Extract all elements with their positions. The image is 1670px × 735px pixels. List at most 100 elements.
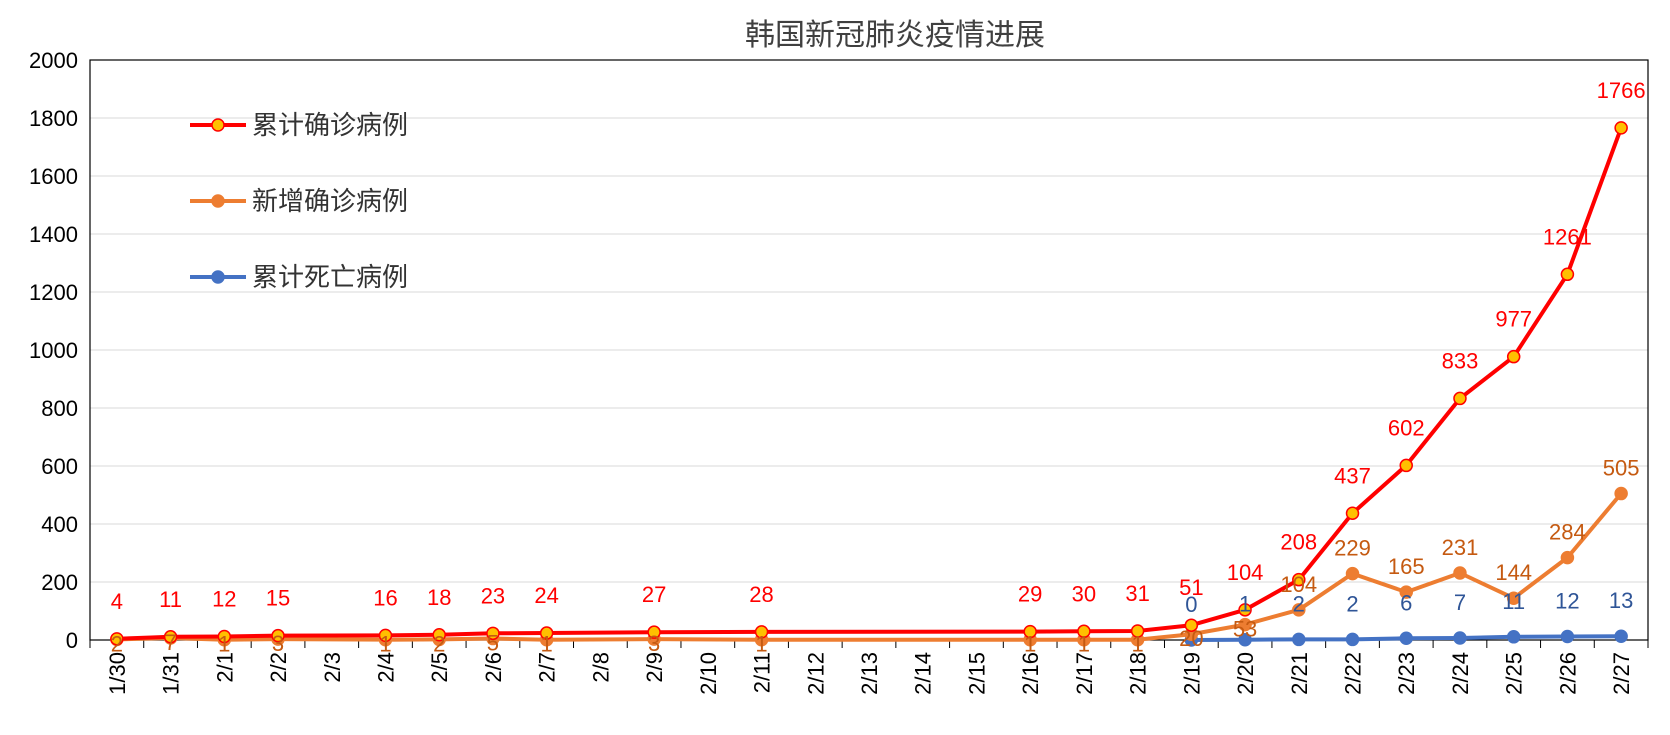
x-tick-label: 2/16 bbox=[1018, 652, 1043, 695]
data-label: 2 bbox=[433, 631, 445, 656]
data-label: 23 bbox=[481, 583, 505, 608]
data-point bbox=[1130, 624, 1145, 638]
data-label: 5 bbox=[487, 631, 499, 656]
data-label: 4 bbox=[111, 589, 123, 614]
legend-swatch-marker bbox=[211, 270, 225, 284]
y-tick-label: 400 bbox=[41, 512, 78, 537]
data-label: 3 bbox=[272, 631, 284, 656]
data-label: 977 bbox=[1495, 307, 1532, 332]
data-label: 231 bbox=[1442, 535, 1479, 560]
x-tick-label: 2/2 bbox=[266, 652, 291, 683]
x-tick-label: 2/10 bbox=[696, 652, 721, 695]
x-tick-label: 2/17 bbox=[1072, 652, 1097, 695]
x-tick-label: 1/30 bbox=[105, 652, 130, 695]
data-label: 13 bbox=[1609, 588, 1633, 613]
x-tick-label: 2/19 bbox=[1179, 652, 1204, 695]
data-label: 1 bbox=[1239, 592, 1251, 617]
data-label: 505 bbox=[1603, 456, 1640, 481]
data-label: 208 bbox=[1280, 530, 1317, 555]
data-label: 12 bbox=[212, 587, 236, 612]
data-point bbox=[539, 626, 554, 640]
data-point bbox=[1238, 603, 1252, 617]
x-tick-label: 2/1 bbox=[212, 652, 237, 683]
data-label: 1 bbox=[1131, 632, 1143, 657]
series-line-0 bbox=[116, 127, 1623, 641]
data-label: 18 bbox=[427, 585, 451, 610]
data-label: 437 bbox=[1334, 463, 1371, 488]
data-point bbox=[1292, 632, 1306, 647]
y-tick-label: 600 bbox=[41, 454, 78, 479]
data-label: 1 bbox=[755, 632, 767, 657]
data-point bbox=[1345, 506, 1360, 521]
data-label: 2 bbox=[1293, 591, 1305, 616]
data-point bbox=[1292, 572, 1306, 587]
data-label: 12 bbox=[1555, 589, 1579, 614]
x-tick-label: 2/5 bbox=[427, 652, 452, 683]
data-point bbox=[1506, 349, 1521, 364]
data-point bbox=[1399, 458, 1413, 473]
x-tick-label: 2/25 bbox=[1502, 652, 1527, 695]
data-point bbox=[432, 628, 446, 642]
data-point bbox=[271, 628, 285, 643]
data-point bbox=[217, 629, 232, 644]
data-point bbox=[486, 626, 500, 641]
x-tick-label: 1/31 bbox=[159, 652, 184, 695]
data-point bbox=[1238, 617, 1252, 632]
data-label: 29 bbox=[1018, 582, 1042, 607]
y-tick-label: 1200 bbox=[29, 280, 78, 305]
data-label: 165 bbox=[1388, 554, 1425, 579]
data-label: 27 bbox=[642, 582, 666, 607]
data-label: 2 bbox=[111, 631, 123, 656]
data-label: 104 bbox=[1227, 560, 1264, 585]
series-lines bbox=[110, 121, 1628, 647]
data-point bbox=[1453, 566, 1467, 580]
x-tick-label: 2/18 bbox=[1126, 652, 1151, 695]
data-point bbox=[1506, 630, 1521, 644]
data-point bbox=[1560, 550, 1575, 565]
data-label: 0 bbox=[1185, 592, 1197, 617]
data-label: 24 bbox=[534, 583, 558, 608]
x-tick-label: 2/24 bbox=[1448, 652, 1473, 695]
x-tick-label: 2/22 bbox=[1341, 652, 1366, 695]
data-label: 53 bbox=[1233, 617, 1257, 642]
data-point bbox=[754, 625, 769, 639]
data-labels: 4 11 12 15 16 18 23 24 27 28 29 30 31 511042084376028… bbox=[111, 78, 1646, 657]
x-tick-label: 2/9 bbox=[642, 652, 667, 683]
data-point bbox=[1560, 267, 1575, 282]
x-tick-label: 2/12 bbox=[803, 652, 828, 695]
x-tick-label: 2/26 bbox=[1555, 652, 1580, 695]
data-label: 104 bbox=[1280, 572, 1317, 597]
data-label: 1 bbox=[1078, 632, 1090, 657]
data-label: 11 bbox=[1502, 589, 1525, 614]
data-point bbox=[1345, 566, 1360, 581]
data-point bbox=[1506, 591, 1521, 605]
x-tick-label: 2/23 bbox=[1394, 652, 1419, 695]
data-point bbox=[1453, 391, 1467, 406]
y-tick-label: 1600 bbox=[29, 164, 78, 189]
legend-entry: 累计确诊病例 bbox=[252, 111, 408, 141]
data-point bbox=[1399, 585, 1413, 599]
x-tick-label: 2/11 bbox=[750, 652, 775, 693]
data-point bbox=[1614, 629, 1628, 643]
data-label: 1766 bbox=[1597, 78, 1646, 103]
x-tick-label: 2/15 bbox=[964, 652, 989, 695]
grid-lines bbox=[90, 117, 1648, 583]
data-point bbox=[1345, 632, 1360, 647]
data-point bbox=[1077, 624, 1091, 639]
data-point bbox=[1399, 631, 1413, 646]
data-label: 2 bbox=[1346, 591, 1358, 616]
chart-title: 韩国新冠肺炎疫情进展 bbox=[745, 18, 1045, 53]
data-label: 16 bbox=[373, 585, 397, 610]
data-point bbox=[1023, 624, 1037, 639]
data-label: 144 bbox=[1495, 560, 1532, 585]
data-label: 7 bbox=[164, 630, 176, 655]
data-label: 20 bbox=[1179, 626, 1203, 651]
data-point bbox=[1453, 631, 1467, 645]
legend-swatch-marker bbox=[211, 194, 225, 208]
y-tick-label: 2000 bbox=[29, 48, 78, 73]
x-tick-label: 2/27 bbox=[1609, 652, 1634, 695]
data-point bbox=[110, 632, 124, 646]
x-tick-label: 2/13 bbox=[857, 652, 882, 695]
